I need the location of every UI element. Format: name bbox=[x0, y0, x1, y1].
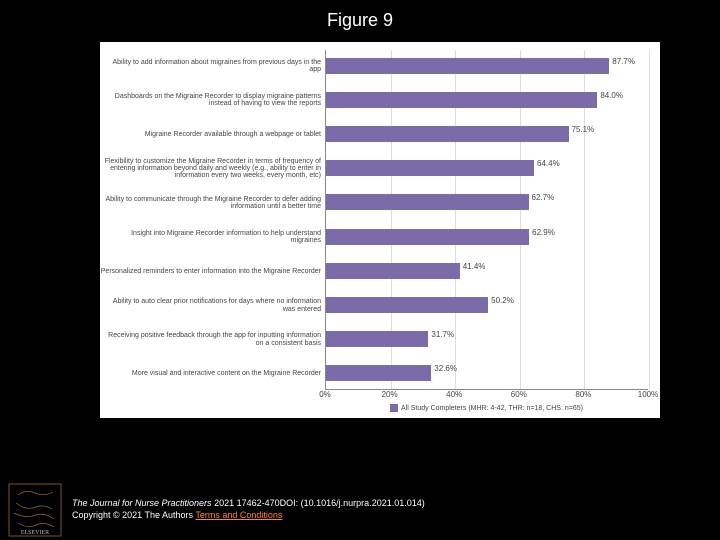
legend: All Study Completers (MHR: 4-42, THR: n=… bbox=[325, 404, 648, 412]
legend-swatch bbox=[390, 404, 398, 412]
bar-value-label: 87.7% bbox=[612, 57, 635, 66]
footer: ELSEVIER The Journal for Nurse Practitio… bbox=[0, 480, 720, 540]
y-axis-labels: Ability to add information about migrain… bbox=[100, 50, 325, 390]
x-tick-label: 20% bbox=[382, 390, 398, 399]
legend-text: All Study Completers (MHR: 4-42, THR: n=… bbox=[401, 405, 583, 412]
bar bbox=[326, 297, 488, 313]
svg-text:ELSEVIER: ELSEVIER bbox=[21, 530, 49, 536]
bar bbox=[326, 58, 609, 74]
category-label: Insight into Migraine Recorder informati… bbox=[100, 221, 325, 253]
footer-text: The Journal for Nurse Practitioners 2021… bbox=[72, 498, 425, 521]
bar-row: 87.7% bbox=[326, 56, 648, 76]
bar-value-label: 62.7% bbox=[532, 193, 555, 202]
terms-link[interactable]: Terms and Conditions bbox=[195, 510, 282, 520]
bar-row: 75.1% bbox=[326, 124, 648, 144]
category-label: More visual and interactive content on t… bbox=[100, 358, 325, 390]
bar bbox=[326, 229, 529, 245]
bar-row: 32.6% bbox=[326, 363, 648, 383]
citation-journal: The Journal for Nurse Practitioners bbox=[72, 498, 212, 508]
bar bbox=[326, 126, 569, 142]
x-tick-label: 60% bbox=[511, 390, 527, 399]
citation-details: 2021 17462-470DOI: (10.1016/j.nurpra.202… bbox=[214, 498, 425, 508]
category-label: Dashboards on the Migraine Recorder to d… bbox=[100, 84, 325, 116]
x-tick-label: 40% bbox=[446, 390, 462, 399]
bar-row: 50.2% bbox=[326, 295, 648, 315]
category-label: Flexibility to customize the Migraine Re… bbox=[100, 153, 325, 185]
chart-area: Ability to add information about migrain… bbox=[100, 42, 660, 418]
x-tick-label: 80% bbox=[575, 390, 591, 399]
x-tick-label: 100% bbox=[638, 390, 658, 399]
bar bbox=[326, 331, 428, 347]
bar-value-label: 62.9% bbox=[532, 228, 555, 237]
bar bbox=[326, 194, 529, 210]
bar-row: 62.7% bbox=[326, 192, 648, 212]
bar-row: 62.9% bbox=[326, 227, 648, 247]
bar-row: 31.7% bbox=[326, 329, 648, 349]
bar-value-label: 75.1% bbox=[572, 125, 595, 134]
bar-row: 84.0% bbox=[326, 90, 648, 110]
bar-value-label: 32.6% bbox=[434, 364, 457, 373]
x-axis-ticks: 0%20%40%60%80%100% bbox=[325, 390, 648, 404]
bar-value-label: 31.7% bbox=[431, 330, 454, 339]
category-label: Ability to add information about migrain… bbox=[100, 50, 325, 82]
category-label: Receiving positive feedback through the … bbox=[100, 324, 325, 356]
category-label: Ability to auto clear prior notification… bbox=[100, 290, 325, 322]
elsevier-logo: ELSEVIER bbox=[8, 483, 62, 537]
bar-value-label: 50.2% bbox=[491, 296, 514, 305]
bar-row: 41.4% bbox=[326, 261, 648, 281]
bar-value-label: 64.4% bbox=[537, 159, 560, 168]
bar-value-label: 41.4% bbox=[463, 262, 486, 271]
bar-value-label: 84.0% bbox=[600, 91, 623, 100]
bar bbox=[326, 160, 534, 176]
category-label: Migraine Recorder available through a we… bbox=[100, 118, 325, 150]
plot-area: 87.7% 84.0% 75.1% 64.4% 62.7% 62.9% 41.4% 50.2%… bbox=[325, 50, 648, 390]
category-label: Ability to communicate through the Migra… bbox=[100, 187, 325, 219]
figure-title: Figure 9 bbox=[0, 0, 720, 31]
bars-container: 87.7% 84.0% 75.1% 64.4% 62.7% 62.9% 41.4% 50.2%… bbox=[326, 50, 648, 389]
bar bbox=[326, 365, 431, 381]
grid-line bbox=[649, 50, 650, 389]
bar-row: 64.4% bbox=[326, 158, 648, 178]
category-label: Personalized reminders to enter informat… bbox=[100, 255, 325, 287]
copyright-text: Copyright © 2021 The Authors bbox=[72, 510, 195, 520]
bar bbox=[326, 263, 460, 279]
x-tick-label: 0% bbox=[319, 390, 331, 399]
bar bbox=[326, 92, 597, 108]
